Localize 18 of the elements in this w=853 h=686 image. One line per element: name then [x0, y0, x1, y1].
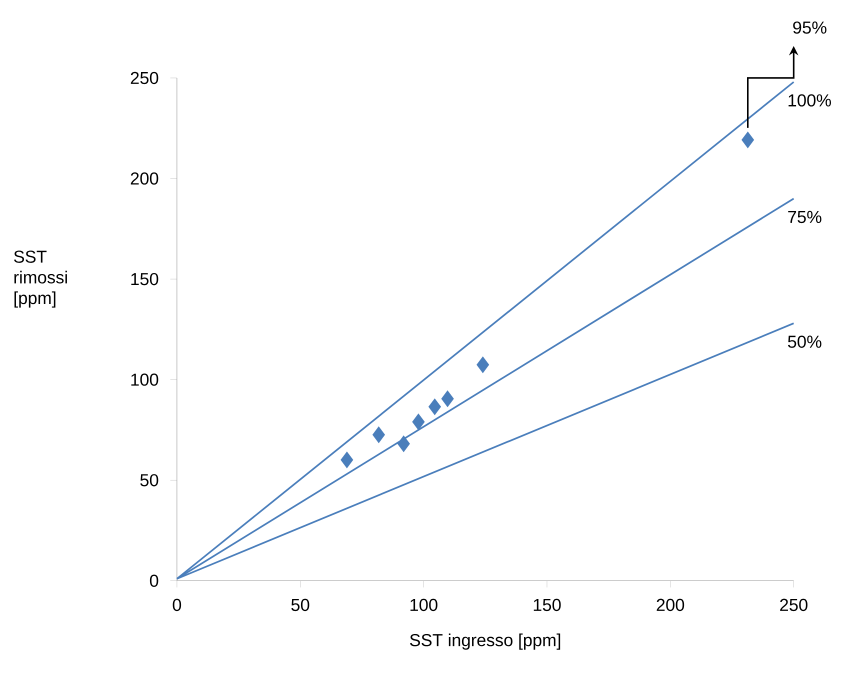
- x-tick-label: 200: [656, 598, 684, 612]
- x-tick-label: 150: [534, 598, 561, 612]
- y-tick-label: 0: [150, 574, 158, 588]
- text: 95%: [793, 22, 826, 34]
- series-label: 50%: [788, 336, 822, 348]
- y-tick-label: 150: [131, 273, 158, 286]
- series-label: 75%: [788, 211, 822, 224]
- y-tick-label: 100: [131, 374, 158, 386]
- y-tick-label: 250: [130, 72, 158, 84]
- y-tick-label: 50: [140, 474, 158, 486]
- y-axis-title: SST rimossi [ppm]: [14, 250, 67, 308]
- x-axis-title: SST ingresso [ppm]: [410, 634, 560, 650]
- y-tick-label: 200: [130, 172, 158, 185]
- x-tick-label: 250: [780, 598, 808, 612]
- x-tick-label: 50: [291, 598, 310, 612]
- series-label: 100%: [788, 94, 831, 107]
- x-tick-label: 0: [172, 598, 182, 612]
- x-tick-label: 100: [410, 598, 438, 612]
